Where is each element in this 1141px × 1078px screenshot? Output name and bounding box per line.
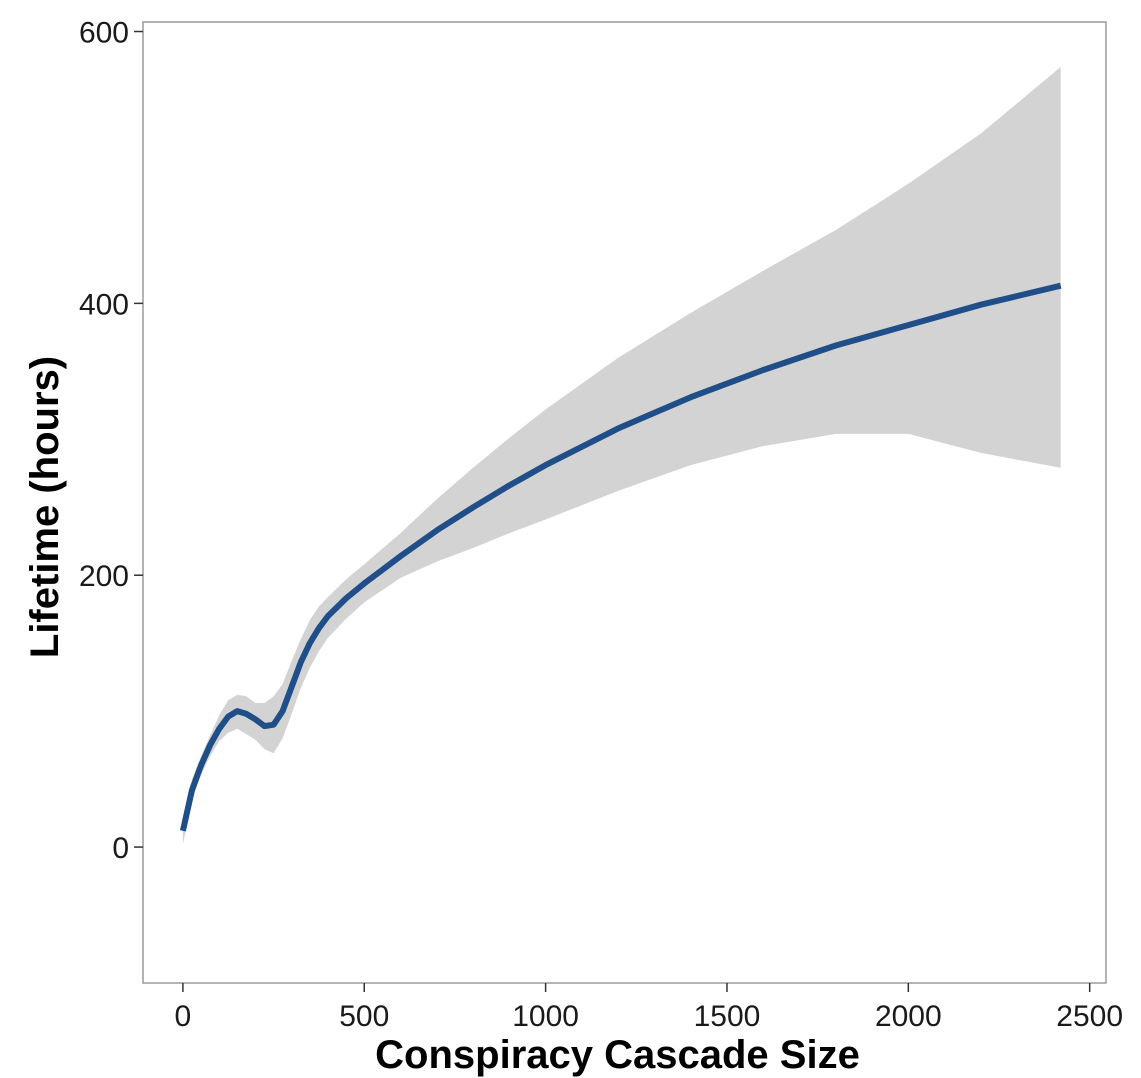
x-tick-label: 2500 — [1056, 1000, 1123, 1033]
confidence-band-layer — [182, 66, 1061, 845]
y-axis-title: Lifetime (hours) — [23, 356, 67, 658]
y-tick-label: 200 — [79, 560, 129, 593]
x-tick-label: 1500 — [694, 1000, 761, 1033]
y-axis: 0 200 400 600 — [79, 17, 143, 865]
smoothed-line — [179, 282, 1062, 832]
x-tick-label: 0 — [175, 1000, 192, 1033]
x-tick-label: 2000 — [875, 1000, 942, 1033]
plot-panel-border — [142, 21, 1107, 984]
confidence-band — [182, 66, 1061, 845]
y-tick-label: 0 — [112, 832, 129, 865]
smoothed-line-layer — [179, 282, 1062, 832]
y-tick-label: 600 — [79, 17, 129, 50]
x-tick-label: 500 — [339, 1000, 389, 1033]
y-tick-label: 400 — [79, 288, 129, 321]
x-axis-title: Conspiracy Cascade Size — [375, 1033, 860, 1077]
x-axis: 0 500 1000 1500 2000 2500 — [175, 983, 1123, 1033]
x-tick-label: 1000 — [512, 1000, 579, 1033]
